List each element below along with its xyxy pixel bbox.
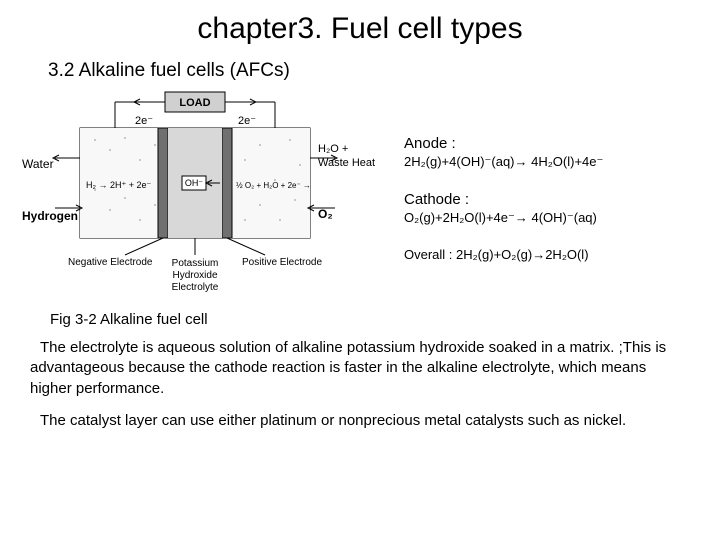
fuel-cell-diagram: LOAD 2e⁻ 2e⁻	[20, 90, 390, 305]
load-label: LOAD	[179, 97, 210, 109]
electrolyte-label-2: Hydroxide	[172, 270, 217, 281]
anode-half-eq: H₂ → 2H⁺ + 2e⁻	[86, 180, 152, 190]
equations-block: Anode : 2H₂(g)+4(OH)⁻(aq)→ 4H₂O(l)+4e⁻ C…	[390, 90, 700, 284]
waste-heat-label: Waste Heat	[318, 157, 375, 169]
cathode-label: Cathode :	[404, 190, 700, 210]
cathode-half-eq: ½ O₂ + H₂O + 2e⁻ →	[236, 181, 311, 190]
h2o-plus-label: H₂O +	[318, 143, 348, 155]
pos-electrode-label: Positive Electrode	[242, 257, 322, 268]
anode-label: Anode :	[404, 134, 700, 154]
figure-caption: Fig 3-2 Alkaline fuel cell	[50, 311, 700, 328]
water-label: Water	[22, 157, 54, 171]
oh-ion: OH⁻	[185, 178, 204, 188]
section-heading: 3.2 Alkaline fuel cells (AFCs)	[48, 60, 700, 82]
electrolyte-label-3: Electrolyte	[172, 282, 219, 293]
electrolyte-label-1: Potassium	[172, 258, 219, 269]
content-row: LOAD 2e⁻ 2e⁻	[20, 90, 700, 305]
electron-left: 2e⁻	[135, 115, 153, 127]
oxygen-label: O₂	[318, 207, 333, 221]
overall-equation: Overall : 2H₂(g)+O₂(g)→2H₂O(l)	[404, 247, 700, 264]
hydrogen-label: Hydrogen	[22, 209, 78, 223]
paragraph-1: The electrolyte is aqueous solution of a…	[30, 338, 690, 399]
neg-electrode-label: Negative Electrode	[68, 257, 153, 268]
electron-right: 2e⁻	[238, 115, 256, 127]
cathode-equation: O₂(g)+2H₂O(l)+4e⁻→ 4(OH)⁻(aq)	[404, 210, 700, 227]
paragraph-2: The catalyst layer can use either platin…	[30, 411, 690, 431]
page-title: chapter3. Fuel cell types	[20, 12, 700, 46]
anode-equation: 2H₂(g)+4(OH)⁻(aq)→ 4H₂O(l)+4e⁻	[404, 154, 700, 171]
